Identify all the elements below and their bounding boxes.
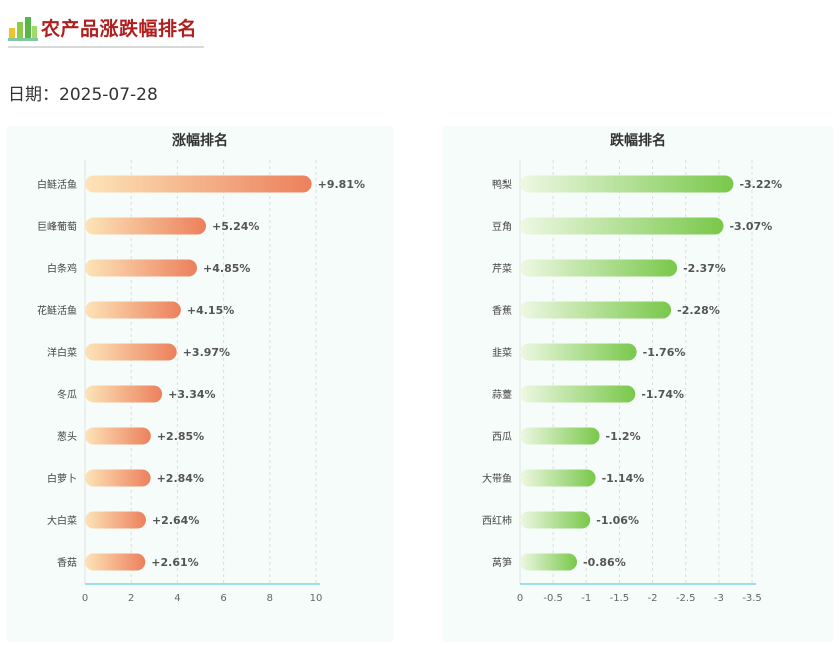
x-tick-label: -2 <box>648 593 658 604</box>
x-tick-label: -2.5 <box>676 593 696 604</box>
bar-value-label: +5.24% <box>212 220 259 233</box>
bar <box>85 259 198 277</box>
x-tick-label: -3 <box>714 593 724 604</box>
bar <box>85 343 177 361</box>
bar-value-label: -2.28% <box>677 304 720 317</box>
y-category-label: 西瓜 <box>492 431 512 443</box>
x-tick-label: -0.5 <box>543 593 563 604</box>
bar <box>520 217 724 235</box>
bar <box>85 385 163 403</box>
x-tick-label: 0 <box>82 593 88 604</box>
rise-ranking-panel: 涨幅排名 0 2 4 6 8 10 白鲢活鱼 +9.81% 巨峰葡萄 +5.24% 白条鸡 +4.85… <box>7 126 393 642</box>
bar-chart-icon <box>8 17 38 41</box>
bar <box>520 259 678 277</box>
bar <box>85 553 146 571</box>
bar-value-label: +2.84% <box>157 472 204 485</box>
y-category-label: 大白菜 <box>47 514 77 527</box>
x-tick-label: 4 <box>174 593 180 604</box>
bar <box>520 175 734 193</box>
bar-value-label: +4.15% <box>187 304 234 317</box>
y-category-label: 韭菜 <box>492 347 512 359</box>
y-category-label: 鸭梨 <box>492 178 512 191</box>
fall-chart: 0 -0.5 -1 -1.5 -2 -2.5 -3 -3.5 鸭梨 -3.22% 豆角 -3.07% 芹… <box>482 160 782 604</box>
x-tick-label: -3.5 <box>742 593 762 604</box>
page-header: 农产品涨跌幅排名 <box>8 10 204 50</box>
y-category-label: 香菇 <box>57 556 77 569</box>
bar <box>85 469 151 487</box>
y-category-label: 白萝卜 <box>47 472 77 485</box>
bar-value-label: -1.14% <box>602 472 645 485</box>
bar-value-label: -3.22% <box>739 178 782 191</box>
page-title: 农产品涨跌幅排名 <box>41 18 198 40</box>
y-category-label: 葱头 <box>57 431 77 443</box>
bar <box>85 427 151 445</box>
x-tick-label: -1.5 <box>610 593 630 604</box>
bar-value-label: -0.86% <box>583 556 626 569</box>
bar-value-label: -1.76% <box>643 346 686 359</box>
y-category-label: 冬瓜 <box>57 388 77 401</box>
rise-chart-title: 涨幅排名 <box>172 133 228 149</box>
bar <box>520 385 636 403</box>
bar <box>85 301 181 319</box>
y-category-label: 白条鸡 <box>47 262 77 275</box>
bar <box>520 301 672 319</box>
bar <box>520 469 596 487</box>
date-label: 日期：2025-07-28 <box>8 85 158 105</box>
bar <box>520 343 637 361</box>
y-category-label: 花鲢活鱼 <box>37 304 77 317</box>
bar-value-label: +3.97% <box>183 346 230 359</box>
y-category-label: 西红柿 <box>482 514 512 527</box>
x-tick-label: 0 <box>517 593 523 604</box>
title-underline <box>8 46 204 48</box>
x-tick-label: 6 <box>220 593 226 604</box>
x-tick-label: 10 <box>310 593 323 604</box>
y-category-label: 大带鱼 <box>482 472 512 485</box>
y-category-label: 巨峰葡萄 <box>37 220 77 233</box>
y-category-label: 洋白菜 <box>47 346 77 359</box>
x-tick-label: -1 <box>581 593 591 604</box>
y-category-label: 莴笋 <box>492 556 512 569</box>
bar-value-label: +3.34% <box>168 388 215 401</box>
x-tick-label: 2 <box>128 593 134 604</box>
y-category-label: 芹菜 <box>492 263 512 275</box>
y-category-label: 豆角 <box>492 221 512 233</box>
bar <box>520 427 600 445</box>
bar-value-label: +4.85% <box>203 262 250 275</box>
fall-ranking-panel: 跌幅排名 0 -0.5 -1 -1.5 -2 -2.5 -3 -3.5 鸭梨 -3.22% 豆角 -3… <box>443 126 833 642</box>
bar <box>85 175 312 193</box>
bar-value-label: -2.37% <box>683 262 726 275</box>
y-category-label: 香蕉 <box>492 305 512 317</box>
bar-value-label: -1.2% <box>606 430 641 443</box>
bar-value-label: +9.81% <box>318 178 365 191</box>
bar-value-label: -3.07% <box>729 220 772 233</box>
y-category-label: 蒜薹 <box>492 388 512 401</box>
bar-value-label: -1.06% <box>596 514 639 527</box>
bar <box>85 217 207 235</box>
bar-value-label: +2.64% <box>152 514 199 527</box>
x-tick-label: 8 <box>267 593 273 604</box>
y-category-label: 白鲢活鱼 <box>37 178 77 191</box>
rise-chart: 0 2 4 6 8 10 白鲢活鱼 +9.81% 巨峰葡萄 +5.24% 白条鸡 +4.85% 花鲢活鱼… <box>37 160 365 604</box>
bar <box>85 511 146 529</box>
bar <box>520 553 578 571</box>
bar-value-label: +2.61% <box>151 556 198 569</box>
bar-value-label: -1.74% <box>641 388 684 401</box>
bar <box>520 511 591 529</box>
bar-value-label: +2.85% <box>157 430 204 443</box>
fall-chart-title: 跌幅排名 <box>610 133 666 149</box>
